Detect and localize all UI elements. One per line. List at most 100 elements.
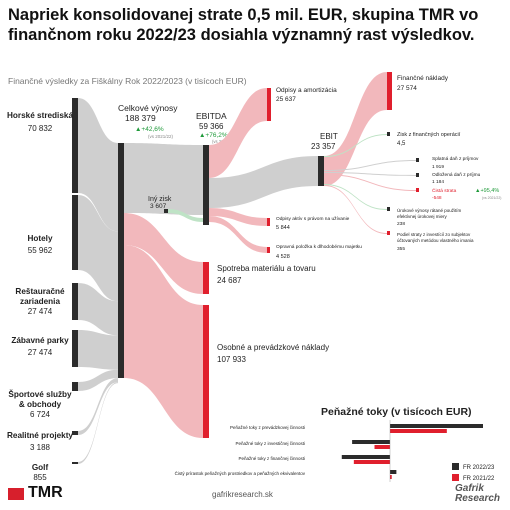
equity-loss-name: účtovaných metódou vlastného imania [397, 238, 474, 243]
source-node-1 [72, 195, 78, 270]
flow-net-loss [324, 174, 416, 191]
ebit-value: 23 357 [311, 142, 336, 151]
cashflow-bar-0-1 [390, 429, 447, 433]
source-value-2: 27 474 [28, 307, 53, 316]
flow-depreciation [209, 88, 267, 178]
source-node-0 [72, 98, 78, 193]
tax-current-name: Splatná daň z príjmov [432, 156, 479, 162]
brand-line2: Research [455, 493, 501, 504]
source-name-6: Golf [32, 463, 49, 472]
revenue-name: Celkové výnosy [118, 103, 178, 113]
footer-url: gafrikresearch.sk [212, 490, 273, 499]
net-loss-note: (vs 2021/22) [482, 196, 501, 200]
tax-current-value: 1 919 [432, 164, 444, 170]
flow-interest [324, 184, 387, 210]
revenue-note: (vs 2021/22) [148, 134, 174, 139]
ebit-name: EBIT [320, 132, 338, 141]
source-name-1: Hotely [27, 234, 52, 243]
flow-source-1 [78, 195, 118, 302]
flow-ebit [209, 156, 318, 208]
net-loss-value: -548 [432, 195, 442, 201]
impairment-value: 4 528 [276, 254, 290, 260]
material-node [203, 262, 209, 294]
material-value: 24 687 [217, 276, 242, 285]
interest-value: 238 [397, 221, 405, 227]
source-name-3: Zábavné parky [11, 336, 69, 345]
flow-tax-deferred [324, 172, 416, 176]
interest-node [387, 207, 390, 211]
source-node-6 [72, 462, 78, 464]
source-node-4 [72, 382, 78, 391]
cashflow-bar-3-1 [390, 475, 392, 479]
flow-source-4 [78, 369, 118, 391]
equity-loss-name: Podiel straty z investícií zo subjektov [397, 232, 471, 237]
rou-node [267, 218, 270, 226]
impairment-node [267, 247, 270, 253]
tax-current-node [416, 158, 419, 162]
cashflow-legend-swatch-0 [452, 463, 459, 470]
ebit-node [318, 156, 324, 186]
depreciation-value: 25 637 [276, 96, 296, 103]
personnel-node [203, 305, 209, 438]
source-value-0: 70 832 [28, 124, 53, 133]
personnel-name: Osobné a prevádzkové náklady [217, 343, 329, 352]
source-node-2 [72, 283, 78, 320]
net-loss-name: Čistá strata [432, 187, 457, 194]
tax-deferred-name: Odložená daň z príjmu [432, 172, 481, 178]
interest-name: Úrokové výnosy rátané použitím [397, 207, 462, 213]
flow-impairment [209, 216, 267, 253]
equity-loss-node [387, 231, 390, 235]
cashflow-title: Peňažné toky (v tisícoch EUR) [321, 406, 472, 418]
brand-line1: Gafrik [455, 483, 484, 494]
rou-value: 5 844 [276, 225, 290, 231]
financial-costs-node [387, 72, 392, 110]
fin-ops-node [387, 132, 390, 136]
source-name-2: Reštauračné [15, 287, 65, 296]
fin-ops-name: Zisk z finančných operácií [397, 132, 461, 138]
fin-ops-value: 4,5 [397, 141, 406, 147]
cashflow-category-2: Peňažné toky z finančnej činnosti [238, 456, 305, 461]
flow-financial-costs [324, 72, 387, 186]
cashflow-legend-label-1: FR 2021/22 [463, 476, 495, 482]
tmr-logo-text: TMR [28, 484, 63, 501]
cashflow-bar-1-0 [352, 440, 390, 444]
flow-rev-personnel [124, 245, 203, 438]
footer-brand: Gafrik Research [455, 484, 500, 504]
cashflow-bar-0-0 [390, 424, 483, 428]
flow-rev-material [124, 213, 203, 294]
net-loss-growth: ▲+95,4% [475, 188, 499, 194]
tax-deferred-node [416, 173, 419, 177]
source-node-3 [72, 330, 78, 367]
net-loss-node [416, 188, 419, 192]
depreciation-name: Odpisy a amortizácia [276, 87, 337, 94]
impairment-name: Opravná položka k dlhodobému majetku [276, 244, 362, 250]
equity-loss-value: 355 [397, 246, 405, 252]
flow-source-2 [78, 283, 118, 336]
other-income-node [164, 209, 168, 213]
interest-name: efektívnej úrokovej miery [397, 214, 448, 219]
ebitda-value: 59 366 [199, 122, 224, 131]
source-name-0: Horské strediská [7, 111, 73, 120]
revenue-growth: ▲+42,6% [135, 126, 164, 133]
flow-equity-loss [324, 185, 387, 234]
page-title: Napriek konsolidovanej strate 0,5 mil. E… [8, 6, 479, 44]
source-value-1: 55 962 [28, 246, 53, 255]
flow-source-5 [78, 378, 118, 435]
cashflow-legend-swatch-1 [452, 474, 459, 481]
rou-name: Odpisy aktív s právom na užívanie [276, 216, 350, 222]
tmr-logo-mark [8, 488, 24, 500]
cashflow-bar-1-1 [374, 445, 390, 449]
material-name: Spotreba materiálu a tovaru [217, 264, 316, 273]
flow-source-0 [78, 98, 118, 232]
cashflow-category-0: Peňažné toky z prevádzkovej činnosti [230, 425, 305, 430]
source-value-3: 27 474 [28, 348, 53, 357]
revenue-value: 188 379 [125, 113, 156, 123]
cashflow-legend-label-0: FR 2022/23 [463, 465, 495, 471]
flow-source-3 [78, 330, 118, 370]
ebitda-node [203, 145, 209, 225]
cashflow-bar-3-0 [390, 470, 397, 474]
cashflow-bar-2-1 [353, 460, 390, 464]
tax-deferred-value: 1 184 [432, 179, 444, 185]
depreciation-node [267, 88, 271, 121]
